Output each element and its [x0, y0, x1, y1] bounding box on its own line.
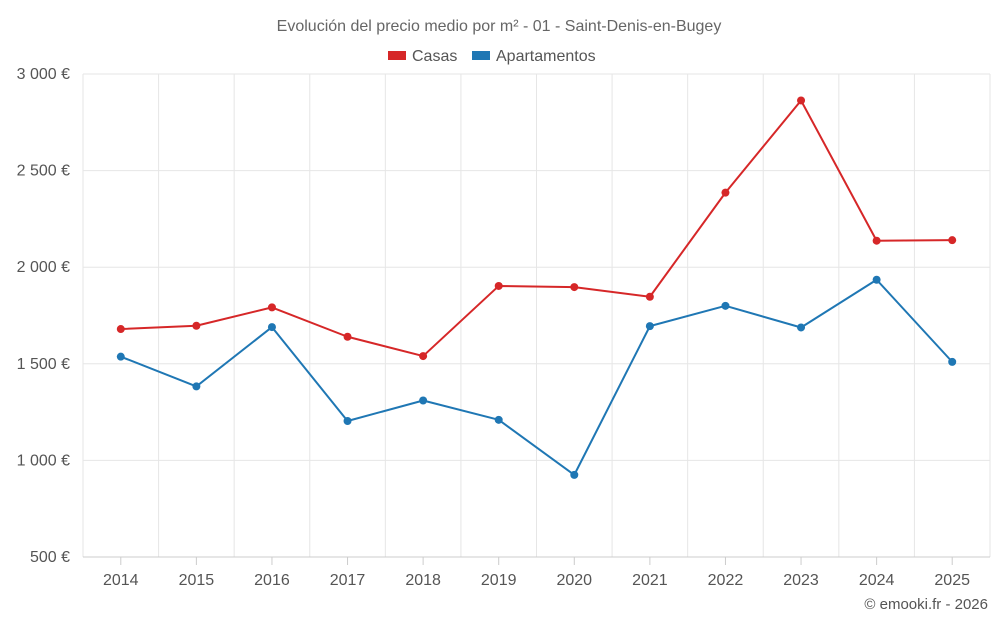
legend-label-casas[interactable]: Casas	[412, 48, 457, 65]
data-point-apartamentos[interactable]	[872, 275, 881, 284]
x-tick-label: 2014	[103, 572, 139, 589]
credit-text: © emooki.fr - 2026	[864, 596, 988, 613]
x-tick-label: 2017	[330, 572, 366, 589]
x-axis: 2014 2015 2016 2017 2018 2019 2020 2021 2022 2023…	[83, 556, 990, 589]
data-point-casas[interactable]	[343, 332, 352, 341]
data-point-casas[interactable]	[797, 96, 806, 105]
x-tick-label: 2019	[481, 572, 517, 589]
y-tick-label: 2 500 €	[17, 163, 70, 180]
y-tick-label: 500 €	[30, 549, 70, 566]
data-point-apartamentos[interactable]	[116, 352, 125, 361]
data-point-apartamentos[interactable]	[948, 357, 957, 366]
legend: Casas Apartamentos	[388, 48, 596, 65]
legend-swatch-apartamentos	[472, 51, 490, 60]
series-group	[116, 96, 957, 479]
data-point-casas[interactable]	[419, 352, 428, 361]
chart-title: Evolución del precio medio por m² - 01 -…	[277, 18, 722, 35]
data-point-casas[interactable]	[721, 188, 730, 197]
data-point-casas[interactable]	[645, 292, 654, 301]
x-tick-label: 2015	[179, 572, 215, 589]
data-point-casas[interactable]	[116, 325, 125, 334]
data-point-apartamentos[interactable]	[797, 323, 806, 332]
data-point-casas[interactable]	[267, 303, 276, 312]
x-tick-label: 2016	[254, 572, 290, 589]
x-tick-label: 2025	[934, 572, 970, 589]
data-point-casas[interactable]	[494, 281, 503, 290]
legend-swatch-casas	[388, 51, 406, 60]
data-point-casas[interactable]	[948, 236, 957, 245]
data-point-apartamentos[interactable]	[494, 415, 503, 424]
data-point-apartamentos[interactable]	[570, 470, 579, 479]
data-point-casas[interactable]	[192, 321, 201, 330]
series-line-casas	[120, 99, 953, 358]
y-tick-label: 1 500 €	[17, 356, 70, 373]
gridlines	[82, 73, 991, 557]
x-tick-label: 2024	[859, 572, 895, 589]
data-point-apartamentos[interactable]	[267, 323, 276, 332]
data-point-apartamentos[interactable]	[721, 301, 730, 310]
x-tick-label: 2020	[556, 572, 592, 589]
legend-label-apartamentos[interactable]: Apartamentos	[496, 48, 596, 65]
x-tick-label: 2022	[708, 572, 744, 589]
data-point-apartamentos[interactable]	[192, 382, 201, 391]
x-tick-label: 2021	[632, 572, 668, 589]
x-tick-label: 2018	[405, 572, 441, 589]
data-point-apartamentos[interactable]	[343, 416, 352, 425]
data-point-casas[interactable]	[872, 236, 881, 245]
series-line-apartamentos	[120, 278, 953, 476]
data-point-apartamentos[interactable]	[419, 396, 428, 405]
y-tick-label: 1 000 €	[17, 452, 70, 469]
x-tick-label: 2023	[783, 572, 819, 589]
data-point-casas[interactable]	[570, 283, 579, 292]
y-axis: 500 € 1 000 € 1 500 € 2 000 € 2 500 € 3 000 €	[17, 66, 70, 566]
y-tick-label: 2 000 €	[17, 259, 70, 276]
data-point-apartamentos[interactable]	[645, 322, 654, 331]
y-tick-label: 3 000 €	[17, 66, 70, 83]
